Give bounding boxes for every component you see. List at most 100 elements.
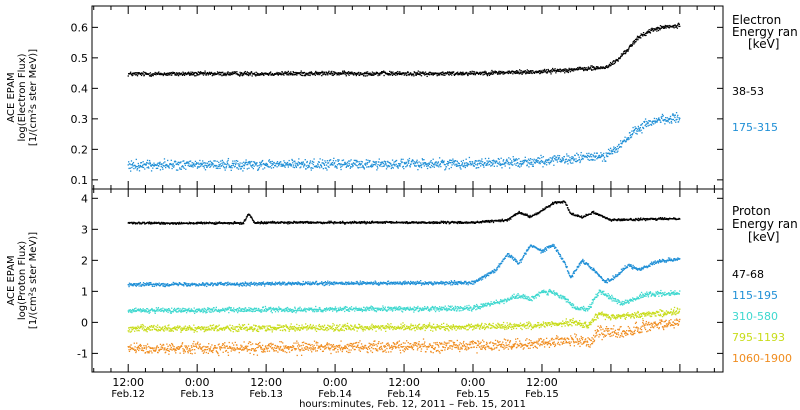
data-point: [622, 53, 624, 55]
data-point: [297, 164, 299, 167]
data-point: [552, 203, 555, 205]
data-point: [348, 71, 350, 73]
data-point: [669, 117, 671, 120]
data-point: [594, 159, 596, 161]
data-point: [450, 162, 452, 164]
data-point: [664, 123, 666, 125]
data-point: [134, 74, 137, 76]
data-point: [449, 72, 451, 74]
data-point: [246, 168, 248, 170]
data-point: [544, 163, 546, 165]
data-point: [462, 159, 464, 162]
data-point: [565, 203, 567, 205]
data-point: [502, 73, 504, 75]
data-point: [229, 282, 231, 284]
data-point: [428, 281, 430, 283]
data-point: [595, 67, 597, 69]
data-point: [473, 281, 475, 284]
data-point: [153, 283, 155, 285]
data-point: [211, 282, 213, 284]
data-point: [415, 281, 417, 283]
data-point: [315, 280, 318, 283]
data-point: [453, 74, 456, 77]
data-point: [675, 26, 677, 28]
data-point: [177, 75, 180, 77]
data-point: [403, 281, 405, 283]
data-point: [475, 72, 477, 74]
data-point: [402, 72, 404, 74]
data-point: [314, 72, 316, 74]
data-point: [343, 222, 345, 224]
data-point: [509, 72, 511, 74]
data-point: [270, 284, 273, 286]
data-point: [626, 49, 628, 52]
data-point: [488, 72, 490, 74]
data-point: [595, 66, 598, 68]
data-point: [128, 222, 131, 224]
data-point: [299, 167, 301, 169]
data-point: [557, 70, 559, 72]
data-point: [437, 162, 439, 164]
data-point: [565, 161, 567, 163]
data-point: [645, 32, 648, 34]
data-point: [379, 283, 381, 286]
data-point: [244, 72, 246, 75]
data-point: [235, 162, 237, 164]
data-point: [478, 279, 481, 281]
data-point: [333, 284, 335, 286]
data-point: [364, 75, 367, 77]
data-point: [165, 283, 168, 285]
data-point: [306, 161, 308, 164]
data-point: [417, 222, 419, 225]
data-point: [543, 71, 545, 73]
data-point: [494, 71, 496, 73]
data-point: [221, 159, 224, 162]
data-point: [365, 283, 367, 285]
data-point: [286, 221, 289, 223]
data-point: [480, 160, 483, 162]
data-point: [187, 71, 190, 73]
data-point: [469, 70, 471, 73]
data-point: [358, 222, 361, 224]
data-point: [472, 73, 475, 76]
data-point: [159, 169, 162, 171]
data-point: [647, 122, 650, 124]
data-point: [383, 70, 385, 72]
data-point: [554, 157, 556, 160]
data-point: [484, 72, 487, 74]
data-point: [308, 283, 310, 285]
data-point: [285, 72, 287, 74]
data-point: [401, 161, 403, 163]
data-point: [423, 72, 425, 74]
data-point: [170, 71, 172, 74]
data-point: [182, 160, 184, 162]
data-point: [164, 73, 166, 75]
data-point: [153, 285, 156, 287]
data-point: [373, 74, 375, 76]
data-point: [316, 166, 318, 168]
data-point: [664, 119, 666, 121]
data-point: [460, 221, 462, 223]
data-point: [645, 34, 647, 37]
data-point: [669, 24, 671, 27]
data-point: [486, 163, 488, 165]
data-point: [289, 283, 291, 285]
data-point: [389, 221, 392, 223]
data-point: [536, 71, 539, 74]
data-point: [512, 156, 514, 158]
data-point: [364, 222, 366, 224]
data-point: [170, 74, 172, 76]
data-point: [250, 165, 252, 167]
data-point: [486, 73, 488, 76]
data-point: [456, 160, 458, 162]
data-point: [315, 222, 318, 224]
data-point: [644, 118, 647, 120]
data-point: [330, 220, 332, 222]
data-point: [220, 165, 223, 167]
data-point: [529, 158, 532, 160]
data-point: [268, 283, 270, 286]
data-point: [134, 72, 136, 74]
data-point: [446, 72, 448, 74]
data-point: [532, 70, 534, 72]
data-point: [570, 159, 572, 161]
